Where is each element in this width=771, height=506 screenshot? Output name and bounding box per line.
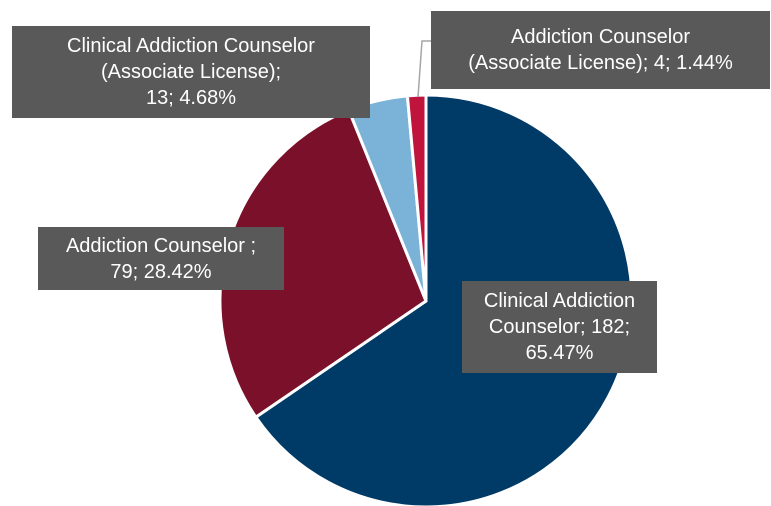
data-label-addiction-counselor-associate: Addiction Counselor (Associate License);… [431,11,770,89]
pie-slices [218,93,634,506]
label-line: Clinical Addiction [483,290,636,312]
label-line: Counselor; 182; [488,316,631,338]
label-line: 13; 4.68% [145,87,237,109]
label-line: Addiction Counselor [511,26,690,48]
label-line: (Associate License); 4; 1.44% [468,52,733,74]
label-line: (Associate License); [100,61,282,83]
label-line: Addiction Counselor ; [65,234,257,257]
data-label-clinical-addiction-counselor: Clinical Addiction Counselor; 182; 65.47… [462,281,657,373]
pie-slice-0 [254,93,634,506]
label-line: Clinical Addiction Counselor [67,35,315,57]
leader-lines [417,40,431,98]
label-line: 79; 28.42% [110,260,212,283]
label-line: 65.47% [525,342,594,364]
data-label-addiction-counselor: Addiction Counselor ; 79; 28.42% [38,227,284,290]
leader-line-associate-license [417,40,431,98]
data-label-clinical-addiction-counselor-associate: Clinical Addiction Counselor (Associate … [12,26,370,118]
pie-slice-3 [405,93,428,303]
